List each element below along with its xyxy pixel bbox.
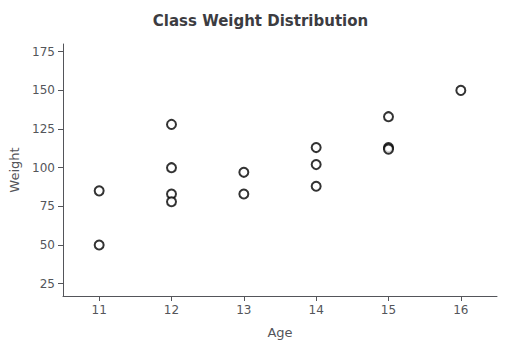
svg-text:175: 175	[32, 45, 55, 59]
svg-text:14: 14	[309, 303, 324, 317]
svg-text:16: 16	[453, 303, 468, 317]
svg-text:75: 75	[40, 199, 55, 213]
svg-text:100: 100	[32, 161, 55, 175]
svg-text:13: 13	[236, 303, 251, 317]
svg-text:150: 150	[32, 83, 55, 97]
svg-text:12: 12	[164, 303, 179, 317]
svg-text:Class Weight Distribution: Class Weight Distribution	[153, 12, 368, 30]
svg-text:125: 125	[32, 122, 55, 136]
svg-text:50: 50	[40, 238, 55, 252]
svg-text:25: 25	[40, 277, 55, 291]
svg-text:11: 11	[92, 303, 107, 317]
svg-text:Age: Age	[267, 325, 292, 340]
svg-text:Weight: Weight	[7, 147, 22, 192]
svg-text:15: 15	[381, 303, 396, 317]
